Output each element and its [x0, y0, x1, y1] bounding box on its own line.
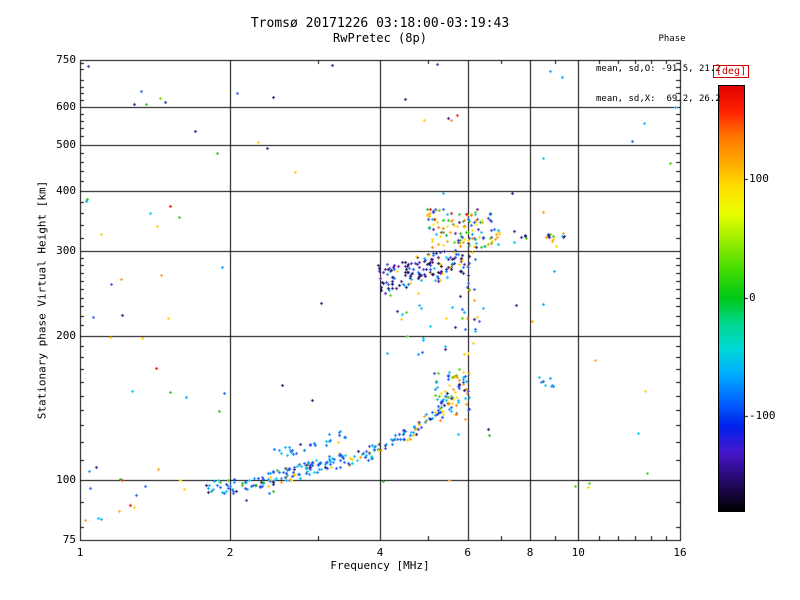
x-tick-label: 1: [76, 546, 84, 559]
y-tick-label: 750: [56, 53, 76, 66]
chart-title: Tromsø 20171226 03:18:00-03:19:43: [250, 16, 510, 31]
y-tick-label: 600: [56, 99, 76, 113]
y-tick-label: 200: [56, 328, 76, 342]
x-tick-label: 6: [464, 546, 472, 559]
x-axis-title: Frequency [MHz]: [330, 559, 430, 572]
y-tick-label: 75: [62, 533, 76, 546]
y-tick-label: 400: [56, 184, 76, 198]
chart-subtitle: RwPretec (8p): [333, 31, 427, 45]
y-tick-label: 300: [56, 244, 76, 257]
x-tick-label: 16: [673, 546, 687, 559]
phase-stats-heading: Phase: [658, 34, 686, 44]
phase-stats: Phase mean, sd,O: -91.5, 21.2 mean, sd,X…: [596, 14, 748, 124]
x-tick-label: 4: [376, 546, 384, 559]
phase-stats-x-mode: mean, sd,X: 69.2, 26.2: [596, 94, 721, 104]
colorbar-tick-label: -100: [749, 408, 776, 422]
x-tick-label: 2: [226, 546, 234, 559]
x-tick-label: 10: [571, 546, 585, 559]
phase-stats-o-mode: mean, sd,O: -91.5, 21.2: [596, 64, 721, 74]
colorbar: [718, 85, 745, 512]
colorbar-unit-label: [deg]: [713, 65, 750, 78]
y-tick-label: 500: [56, 137, 76, 151]
colorbar-tick-label: 100: [749, 172, 769, 186]
x-tick-label: 8: [526, 546, 534, 559]
y-tick-label: 100: [56, 473, 76, 487]
colorbar-tick-label: 0: [749, 290, 756, 304]
